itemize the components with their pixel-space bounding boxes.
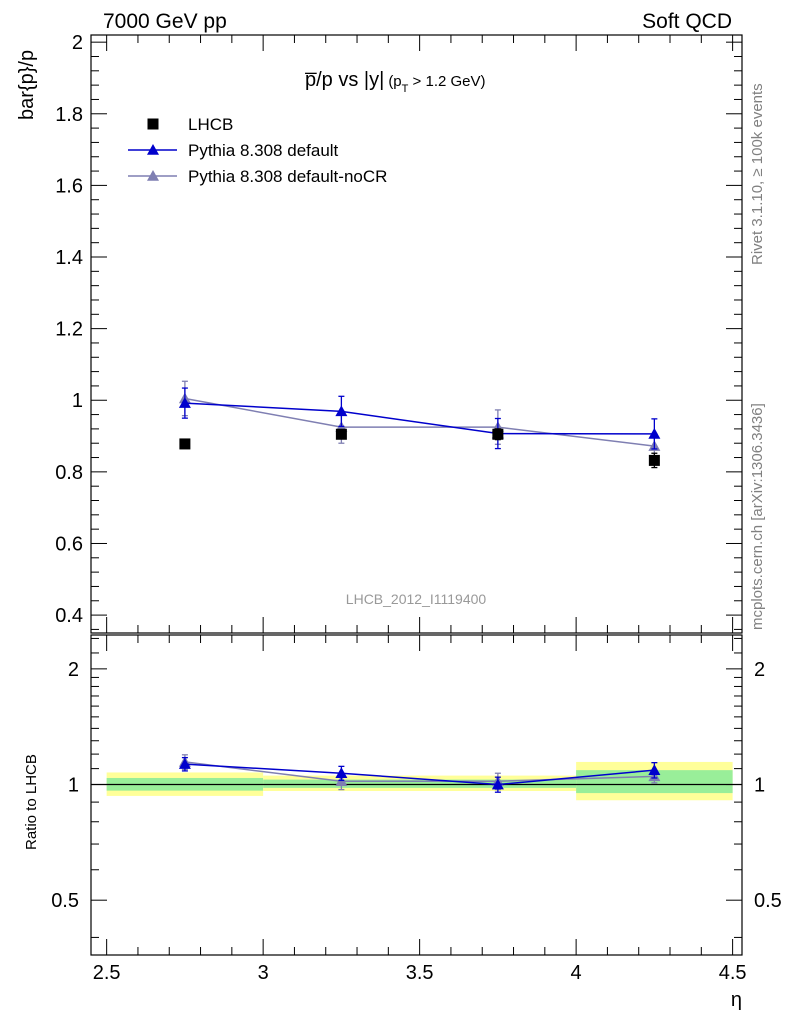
x-axis-title: η (731, 989, 742, 1011)
data-point (648, 454, 660, 466)
ratio-axes: 2.5 3 3.5 4 4.5 0.5 0.5 1 1 2 2 (51, 635, 782, 984)
legend-label: Pythia 8.308 default (188, 141, 339, 160)
legend-entry-lhcb: LHCB (147, 115, 233, 134)
mc-point (178, 397, 191, 408)
legend-entry-pythia-8-308-default: Pythia 8.308 default (128, 141, 339, 160)
plot-title: p̅/p vs |y| (pT > 1.2 GeV) (305, 69, 486, 95)
series-lhcb (179, 428, 660, 469)
legend-entry-pythia-8-308-default-nocr: Pythia 8.308 default-noCR (128, 167, 387, 186)
y-tick-label: 1.8 (55, 104, 83, 126)
y-tick-label: 0.6 (55, 533, 83, 555)
legend: LHCB Pythia 8.308 default Pythia 8.308 def… (128, 115, 387, 186)
ratio-y-tick-label-right: 2 (754, 659, 765, 681)
header-process-label: Soft QCD (642, 10, 732, 33)
ratio-y-tick-label: 2 (68, 659, 79, 681)
series-line (184, 397, 655, 447)
ratio-point (648, 764, 661, 775)
ratio-y-axis-title: Ratio to LHCB (23, 754, 40, 850)
header-energy-label: 7000 GeV pp (103, 10, 227, 33)
ratio-y-tick-label: 0.5 (51, 890, 79, 912)
analysis-id-label: LHCB_2012_I1119400 (346, 591, 487, 607)
data-point (335, 428, 347, 440)
ratio-series-pythia-8-308-default (178, 756, 661, 793)
ratio-point (491, 778, 504, 790)
series-pythia-8-308-default (178, 387, 661, 450)
y-tick-label: 2 (72, 32, 83, 54)
x-tick-label: 4.5 (719, 962, 747, 984)
y-axis-title: bar{p}/p (16, 50, 38, 120)
y-tick-label: 1 (72, 390, 83, 412)
ratio-plot-frame (90, 634, 743, 956)
y-tick-label: 1.6 (55, 175, 83, 197)
ratio-series-line (184, 761, 655, 782)
rivet-version-label: Rivet 3.1.10, ≥ 100k events (749, 83, 766, 265)
ratio-y-tick-label: 1 (68, 775, 79, 797)
main-axes: 0.4 0.6 0.8 1 1.2 1.4 1.6 1.8 2 (55, 32, 742, 633)
y-tick-label: 0.8 (55, 462, 83, 484)
series-pythia-8-308-default-nocr (178, 380, 661, 460)
x-tick-label: 4 (571, 962, 582, 984)
legend-marker (147, 144, 159, 155)
mc-point (335, 405, 348, 417)
data-point (492, 428, 504, 440)
main-plot-frame (90, 34, 743, 634)
legend-label: LHCB (188, 115, 233, 134)
ratio-band-stat-uncertainty (263, 779, 577, 788)
series-line (184, 402, 655, 435)
x-tick-label: 3.5 (406, 962, 434, 984)
x-tick-label: 3 (258, 962, 269, 984)
legend-marker (147, 170, 159, 181)
mc-point (648, 427, 661, 439)
legend-marker (147, 118, 159, 130)
mcplots-reference-label: mcplots.cern.ch [arXiv:1306.3436] (749, 403, 766, 630)
data-point (179, 438, 191, 450)
ratio-point (335, 767, 348, 779)
ratio-y-tick-label-right: 0.5 (754, 890, 782, 912)
y-tick-label: 1.2 (55, 319, 83, 341)
x-tick-label: 2.5 (93, 962, 121, 984)
ratio-point (178, 758, 191, 769)
ratio-y-tick-label-right: 1 (754, 775, 765, 797)
y-tick-label: 0.4 (55, 605, 83, 627)
ratio-series-line (184, 763, 655, 786)
y-tick-label: 1.4 (55, 247, 83, 269)
legend-label: Pythia 8.308 default-noCR (188, 167, 387, 186)
